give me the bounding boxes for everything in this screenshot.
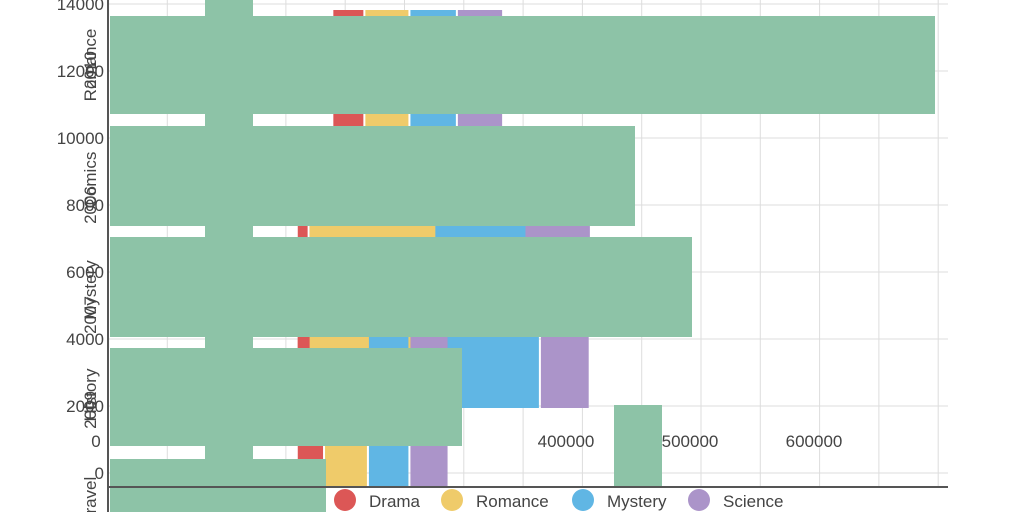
bar-fragment <box>614 405 662 487</box>
bar-fragment <box>205 0 253 512</box>
legend-label: Science <box>723 492 783 511</box>
axes <box>107 0 948 512</box>
bar-mystery <box>110 237 692 337</box>
legend-item-mystery: Mystery <box>572 489 667 511</box>
y-tick-label: 4000 <box>66 330 104 349</box>
category-label-2006: 2006 <box>81 186 100 224</box>
y-tick-label: 2000 <box>66 397 104 416</box>
y-tick-label: 10000 <box>57 129 104 148</box>
category-label-2010: 2010 <box>81 51 100 89</box>
legend-swatch <box>441 489 463 511</box>
legend-item-romance: Romance <box>441 489 549 511</box>
x-tick-label: 600000 <box>786 432 843 451</box>
tick-labels: 0 2000 4000 6000 8000 10000 12000 14000 0 400000 5… <box>57 0 843 483</box>
bar-history <box>110 348 462 446</box>
x-tick-label: 500000 <box>662 432 719 451</box>
y-tick-label: 0 <box>95 464 104 483</box>
category-label-history: History <box>81 368 100 421</box>
category-label-romance: Romance <box>81 29 100 102</box>
legend-swatch <box>334 489 356 511</box>
category-label-travel: Travel <box>81 477 100 512</box>
category-label-comics: Comics <box>81 152 100 209</box>
legend-swatch <box>572 489 594 511</box>
category-label-2009: 2009 <box>81 391 100 429</box>
overlay-bars <box>110 0 935 512</box>
category-label-mystery: Mystery <box>81 260 100 320</box>
legend-swatch <box>688 489 710 511</box>
y-tick-label: 12000 <box>57 62 104 81</box>
legend-label: Drama <box>369 492 421 511</box>
legend-label: Romance <box>476 492 549 511</box>
y-tick-label: 6000 <box>66 263 104 282</box>
y-tick-label: 8000 <box>66 196 104 215</box>
bar-comics <box>110 126 635 226</box>
x-tick-label: 400000 <box>538 432 595 451</box>
x-tick-label: 0 <box>91 432 100 451</box>
legend-label: Mystery <box>607 492 667 511</box>
legend-item-drama: Drama <box>334 489 421 511</box>
category-label-2007: 2007 <box>81 296 100 334</box>
legend: Drama Romance Mystery Science <box>334 489 783 511</box>
category-labels: Romance Comics Mystery History Travel 2010 200… <box>81 29 100 512</box>
y-tick-label: 14000 <box>57 0 104 14</box>
legend-item-science: Science <box>688 489 783 511</box>
